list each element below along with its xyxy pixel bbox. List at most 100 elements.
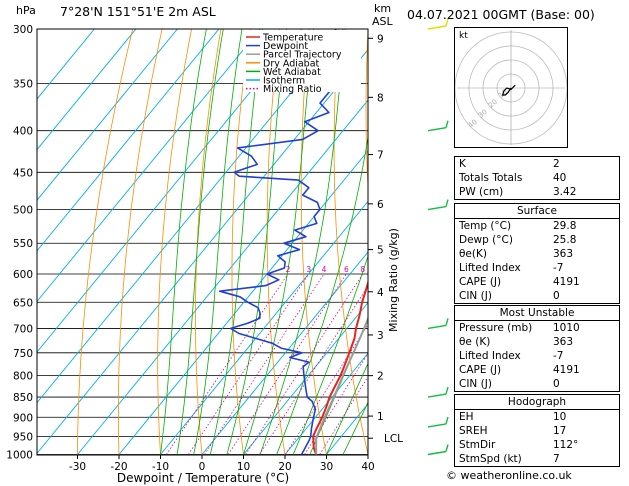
indices-table: K 2 Totals Totals 40 PW (cm) 3.42	[454, 156, 620, 200]
legend-entry: Dry Adiabat	[263, 58, 320, 69]
surface-label: Temp (°C)	[459, 220, 512, 232]
most-unstable-title: Most Unstable	[455, 306, 619, 321]
dry-adiabat-line	[118, 29, 163, 455]
isotherm-line	[118, 150, 368, 455]
pressure-tick-label: 550	[13, 238, 33, 250]
x-axis-label: Dewpoint / Temperature (°C)	[117, 471, 289, 485]
pressure-tick-label: 400	[13, 126, 33, 138]
isotherm-line	[37, 29, 303, 353]
dry-adiabat-line	[157, 29, 193, 455]
hodograph-ring-label: 30	[477, 108, 489, 120]
most-unstable-value: 4191	[553, 364, 580, 376]
most-unstable-row: CAPE (J) 4191	[455, 363, 619, 377]
hodograph-ring-label: 40	[467, 118, 479, 130]
isotherm-line	[37, 29, 344, 404]
temperature-tick-label: 0	[199, 461, 206, 473]
km-tick-label: 1	[377, 411, 384, 423]
isotherm-line	[77, 99, 368, 455]
isotherm-line	[37, 29, 220, 252]
hodograph-row: SREH 17	[455, 424, 619, 438]
wet-adiabat-line	[276, 134, 368, 455]
location-title: 7°28'N 151°51'E 2m ASL	[60, 4, 216, 19]
mixing-ratio-label: 10	[371, 265, 381, 274]
surface-value: 363	[553, 248, 574, 260]
pressure-tick-label: 600	[13, 269, 33, 281]
most-unstable-value: 363	[553, 336, 574, 348]
legend-entry: Mixing Ratio	[263, 84, 322, 95]
wet-adiabat-line	[342, 401, 368, 455]
wet-adiabat-line	[259, 29, 346, 455]
surface-title: Surface	[455, 204, 619, 219]
mixing-ratio-label: 20	[414, 265, 424, 274]
most-unstable-label: Lifted Index	[459, 350, 521, 362]
temperature-tick-label: -10	[152, 461, 169, 473]
most-unstable-label: Pressure (mb)	[459, 322, 533, 334]
mixing-ratio-line	[166, 273, 289, 455]
pressure-tick-label: 700	[13, 323, 33, 335]
mixing-ratio-line	[285, 323, 368, 455]
wet-adiabat-line	[292, 255, 368, 455]
mixing-ratio-label: 3	[306, 265, 311, 274]
index-label: PW (cm)	[459, 186, 504, 198]
surface-row: Dewp (°C) 25.8	[455, 233, 619, 247]
km-tick-label: 5	[377, 245, 384, 257]
surface-value: 4191	[553, 276, 580, 288]
isotherm-line	[37, 29, 178, 201]
wind-barb	[427, 318, 449, 330]
hodograph-trace	[501, 84, 516, 96]
index-label: Totals Totals	[459, 172, 523, 184]
surface-row: θe(K) 363	[455, 247, 619, 261]
dry-adiabat-line	[77, 29, 134, 455]
surface-row: CIN (J) 0	[455, 289, 619, 303]
pressure-tick-label: 750	[13, 348, 33, 360]
isotherm-line	[201, 251, 368, 455]
wind-barb	[427, 18, 449, 30]
date-title: 04.07.2021 00GMT (Base: 00)	[407, 7, 595, 22]
hodograph-label: StmSpd (kt)	[459, 453, 522, 465]
dewpoint-line	[218, 29, 343, 455]
km-tick-label: 3	[377, 330, 384, 342]
temperature-tick-label: -20	[110, 461, 127, 473]
legend-entry: Wet Adiabat	[263, 67, 321, 78]
index-row: PW (cm) 3.42	[455, 185, 619, 199]
hodograph-value: 17	[553, 425, 567, 437]
mixing-ratio-label: 25	[428, 265, 438, 274]
surface-label: Dewp (°C)	[459, 234, 513, 246]
mixing-ratio-line	[319, 375, 368, 455]
surface-value: 0	[553, 290, 560, 302]
most-unstable-label: θe (K)	[459, 336, 491, 348]
mixing-ratio-label: 8	[360, 265, 365, 274]
index-value: 3.42	[553, 186, 577, 198]
temperature-tick-label: -30	[69, 461, 86, 473]
mixing-ratio-line	[259, 285, 368, 455]
most-unstable-label: CAPE (J)	[459, 364, 502, 376]
pressure-unit: hPa	[16, 4, 36, 17]
pressure-tick-label: 950	[13, 431, 33, 443]
wet-adiabat-line	[176, 29, 224, 455]
index-value: 2	[553, 158, 560, 170]
mixing-ratio-label: 6	[344, 265, 349, 274]
isotherm-line	[37, 29, 137, 151]
most-unstable-row: CIN (J) 0	[455, 377, 619, 391]
pressure-tick-label: 650	[13, 297, 33, 309]
pressure-tick-label: 800	[13, 371, 33, 383]
mixing-ratio-line	[188, 273, 310, 455]
surface-table: Surface Temp (°C) 29.8 Dewp (°C) 25.8 θe(K) 3…	[454, 203, 620, 304]
mixing-ratio-line	[204, 273, 325, 455]
hodograph-value: 112°	[553, 439, 579, 451]
km-unit: km	[374, 2, 391, 15]
wind-barb	[427, 416, 449, 428]
mixing-ratio-label: 4	[322, 265, 327, 274]
hodograph-value: 7	[553, 453, 560, 465]
surface-row: Lifted Index -7	[455, 261, 619, 275]
hodograph-ring-label: 20	[487, 98, 499, 110]
surface-row: Temp (°C) 29.8	[455, 219, 619, 233]
most-unstable-row: Lifted Index -7	[455, 349, 619, 363]
mixing-ratio-axis-label: Mixing Ratio (g/kg)	[387, 228, 400, 332]
surface-value: -7	[553, 262, 564, 274]
lcl-label: LCL	[384, 433, 403, 445]
index-label: K	[459, 158, 466, 170]
mixing-ratio-line	[227, 273, 347, 455]
legend-entry: Dewpoint	[263, 41, 308, 52]
